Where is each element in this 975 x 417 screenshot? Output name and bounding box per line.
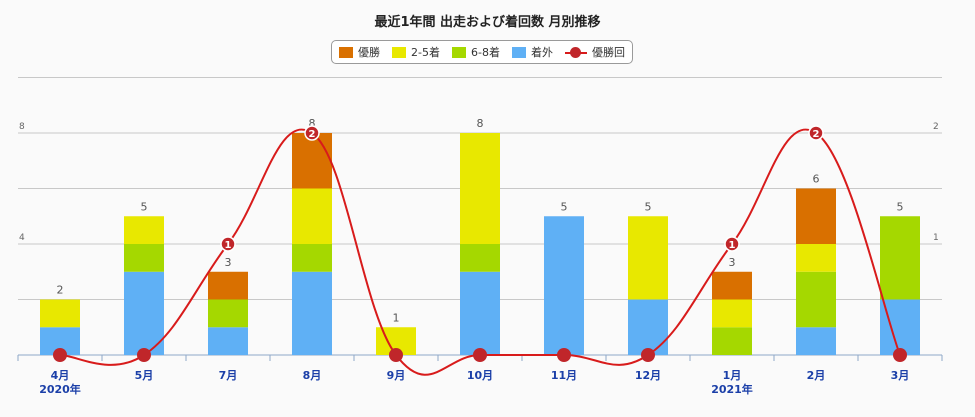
line-point-label: 2 <box>813 129 820 140</box>
line-point <box>724 236 740 252</box>
legend-swatch <box>452 46 466 58</box>
legend-item[interactable]: 優勝 <box>339 44 380 60</box>
x-tick-label: 9月 <box>387 369 406 382</box>
bar-segment <box>712 327 752 355</box>
total-label: 3 <box>225 256 232 269</box>
legend-item[interactable]: 着外 <box>511 44 553 60</box>
line-point-label: 1 <box>225 240 232 251</box>
y-right-tick-label: 2 <box>933 122 939 132</box>
bar-segment <box>208 327 248 355</box>
x-tick-label: 12月 <box>635 369 661 382</box>
line-point <box>641 348 655 362</box>
x-tick-label: 1月 <box>723 369 742 382</box>
legend-swatch <box>511 46 526 58</box>
bar-segment <box>796 244 836 272</box>
x-tick-sublabel: 2021年 <box>711 382 753 396</box>
line-point <box>389 348 403 362</box>
legend-item[interactable]: 優勝回 <box>564 44 625 60</box>
total-label: 1 <box>393 311 400 324</box>
bar-segment <box>460 271 500 355</box>
total-label: 5 <box>561 200 568 213</box>
line-point <box>137 348 151 362</box>
legend-label: 優勝 <box>358 46 381 59</box>
line-point <box>53 348 67 362</box>
line-point-label: 2 <box>309 129 316 140</box>
legend-label: 着外 <box>530 46 553 59</box>
bar-segment <box>796 188 836 244</box>
x-tick-sublabel: 2020年 <box>39 382 81 396</box>
line-point <box>808 125 824 141</box>
bar-segment <box>796 327 836 355</box>
legend-line-marker <box>564 46 587 58</box>
total-label: 3 <box>729 256 736 269</box>
legend-label: 6-8着 <box>471 46 500 59</box>
y-left-tick-label: 8 <box>19 122 25 132</box>
total-label: 5 <box>645 200 652 213</box>
x-tick-label: 8月 <box>303 369 322 382</box>
bar-segment <box>40 299 80 328</box>
legend-item[interactable]: 2-5着 <box>392 44 440 60</box>
bar-segment <box>208 299 248 328</box>
x-tick-label: 4月 <box>51 369 70 382</box>
bar-segment <box>124 216 164 244</box>
bar-segment <box>880 216 920 300</box>
bar-segment <box>460 133 500 244</box>
y-left-tick-label: 4 <box>19 233 25 243</box>
legend-swatch <box>392 46 407 58</box>
x-tick-label: 2月 <box>807 369 826 382</box>
line-point <box>473 348 487 362</box>
legend-swatch <box>339 46 354 58</box>
line-point <box>893 348 907 362</box>
bar-segment <box>544 216 584 355</box>
total-label: 6 <box>813 173 820 186</box>
bar-segment <box>124 244 164 272</box>
total-label: 8 <box>477 117 484 130</box>
bar-segment <box>292 133 332 189</box>
line-point <box>220 236 236 252</box>
x-tick-label: 7月 <box>219 369 238 382</box>
bar-segment <box>712 299 752 328</box>
line-point-label: 1 <box>729 240 736 251</box>
bar-segment <box>460 244 500 272</box>
chart-title: 最近1年間 出走および着回数 月別推移 <box>374 15 601 30</box>
total-label: 5 <box>141 200 148 213</box>
x-tick-label: 11月 <box>551 369 577 382</box>
bar-segment <box>292 244 332 272</box>
total-label: 8 <box>309 117 316 130</box>
line-point <box>304 125 320 141</box>
bar-segment <box>712 271 752 300</box>
legend: 優勝 2-5着 6-8着 着外 優勝回 <box>331 40 633 64</box>
total-label: 2 <box>57 284 64 297</box>
x-tick-label: 10月 <box>467 369 493 382</box>
y-right-tick-label: 1 <box>933 233 939 243</box>
bar-segment <box>292 271 332 355</box>
legend-item[interactable]: 6-8着 <box>452 44 500 60</box>
legend-label: 優勝回 <box>591 46 625 59</box>
x-tick-label: 5月 <box>135 369 154 382</box>
bar-segment <box>796 271 836 328</box>
bar-segment <box>124 271 164 355</box>
legend-label: 2-5着 <box>411 46 440 59</box>
bar-segment <box>292 188 332 244</box>
bar-segment <box>208 271 248 300</box>
x-tick-label: 3月 <box>891 369 910 382</box>
total-label: 5 <box>897 200 904 213</box>
line-point <box>557 348 571 362</box>
bar-segment <box>628 216 668 300</box>
bar-segment <box>628 299 668 355</box>
